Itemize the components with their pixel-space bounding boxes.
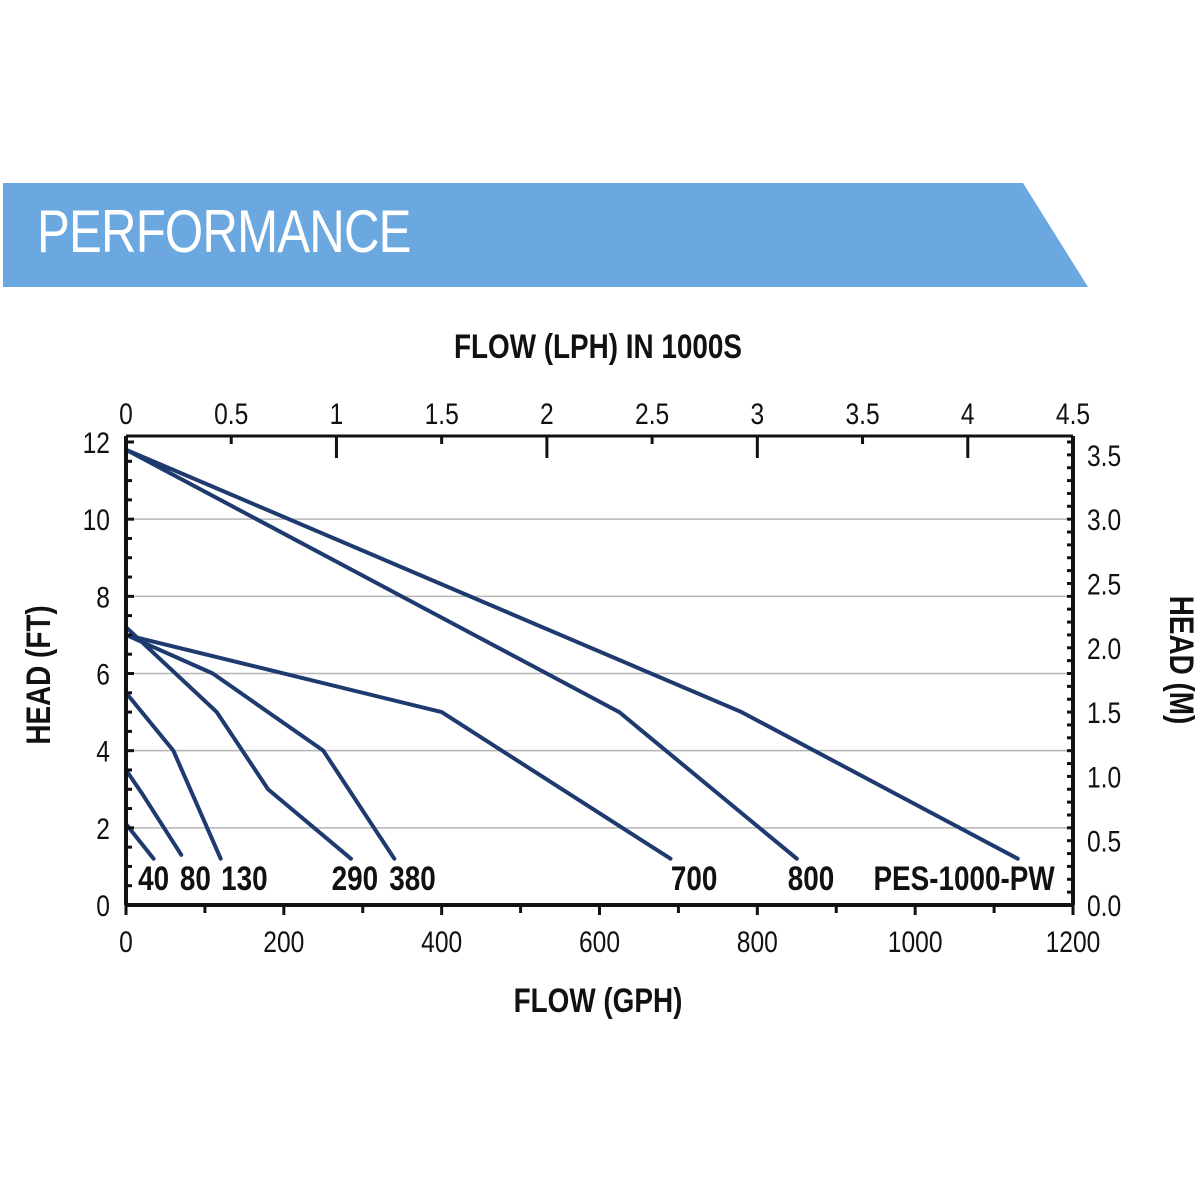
x-tick-label: 600 [579, 925, 620, 959]
x2-tick-label: 3 [750, 397, 764, 431]
x2-tick-label: 3.5 [845, 397, 879, 431]
x-tick-label: 400 [421, 925, 462, 959]
banner-shape [3, 183, 1088, 287]
y2-tick-label: 0.0 [1087, 889, 1121, 923]
x2-tick-label: 0 [119, 397, 133, 431]
y2-tick-label: 2.5 [1087, 567, 1121, 601]
series-line [124, 821, 156, 861]
series-label: PES-1000-PW [873, 859, 1055, 897]
y2-tick-label: 3.5 [1087, 439, 1121, 473]
x2-tick-label: 0.5 [214, 397, 248, 431]
x-axis-title: FLOW (GPH) [514, 981, 683, 1019]
x-tick-label: 0 [119, 925, 133, 959]
series-label: 40 [138, 859, 169, 897]
series-label: 800 [788, 859, 835, 897]
performance-banner: PERFORMANCE [3, 183, 1088, 287]
x2-tick-label: 4 [961, 397, 975, 431]
y-tick-label: 0 [96, 889, 110, 923]
x-tick-label: 1200 [1046, 925, 1101, 959]
series-label: 130 [221, 859, 268, 897]
y-tick-label: 4 [96, 734, 110, 768]
y-axis-title: HEAD (FT) [19, 605, 57, 744]
y-tick-label: 8 [96, 580, 110, 614]
series-label: 290 [332, 859, 379, 897]
y-tick-label: 10 [83, 503, 110, 537]
y2-tick-label: 1.5 [1087, 696, 1121, 730]
labels-layer: 40 80 130 290 380 700 800 PES-1000-PW [138, 859, 1055, 897]
y-tick-label: 12 [83, 426, 110, 460]
x-tick-label: 800 [737, 925, 778, 959]
y2-tick-label: 0.5 [1087, 824, 1121, 858]
y2-axis-title: HEAD (M) [1162, 596, 1200, 724]
y2-tick-label: 2.0 [1087, 631, 1121, 665]
x-tick-label: 1000 [888, 925, 943, 959]
series-line [124, 625, 353, 861]
series-label: 380 [389, 859, 436, 897]
x2-tick-label: 2 [540, 397, 554, 431]
series-line [124, 632, 397, 861]
series-line [124, 690, 223, 861]
x-tick-label: 200 [263, 925, 304, 959]
series-line [124, 447, 1020, 861]
y-tick-label: 6 [96, 657, 110, 691]
x2-tick-label: 2.5 [635, 397, 669, 431]
series-label: 80 [180, 859, 211, 897]
x2-tick-label: 1.5 [425, 397, 459, 431]
y-tick-label: 2 [96, 811, 110, 845]
x2-tick-label: 1 [330, 397, 344, 431]
banner-title: PERFORMANCE [37, 198, 411, 265]
y2-tick-label: 3.0 [1087, 503, 1121, 537]
series-line [124, 447, 799, 861]
x2-tick-label: 4.5 [1056, 397, 1090, 431]
grid-layer [126, 518, 1073, 829]
series-layer [124, 447, 1020, 861]
series-line [124, 767, 184, 857]
x2-axis-title: FLOW (LPH) IN 1000S [454, 327, 742, 365]
series-line [124, 632, 673, 861]
series-label: 700 [671, 859, 718, 897]
y2-tick-label: 1.0 [1087, 760, 1121, 794]
